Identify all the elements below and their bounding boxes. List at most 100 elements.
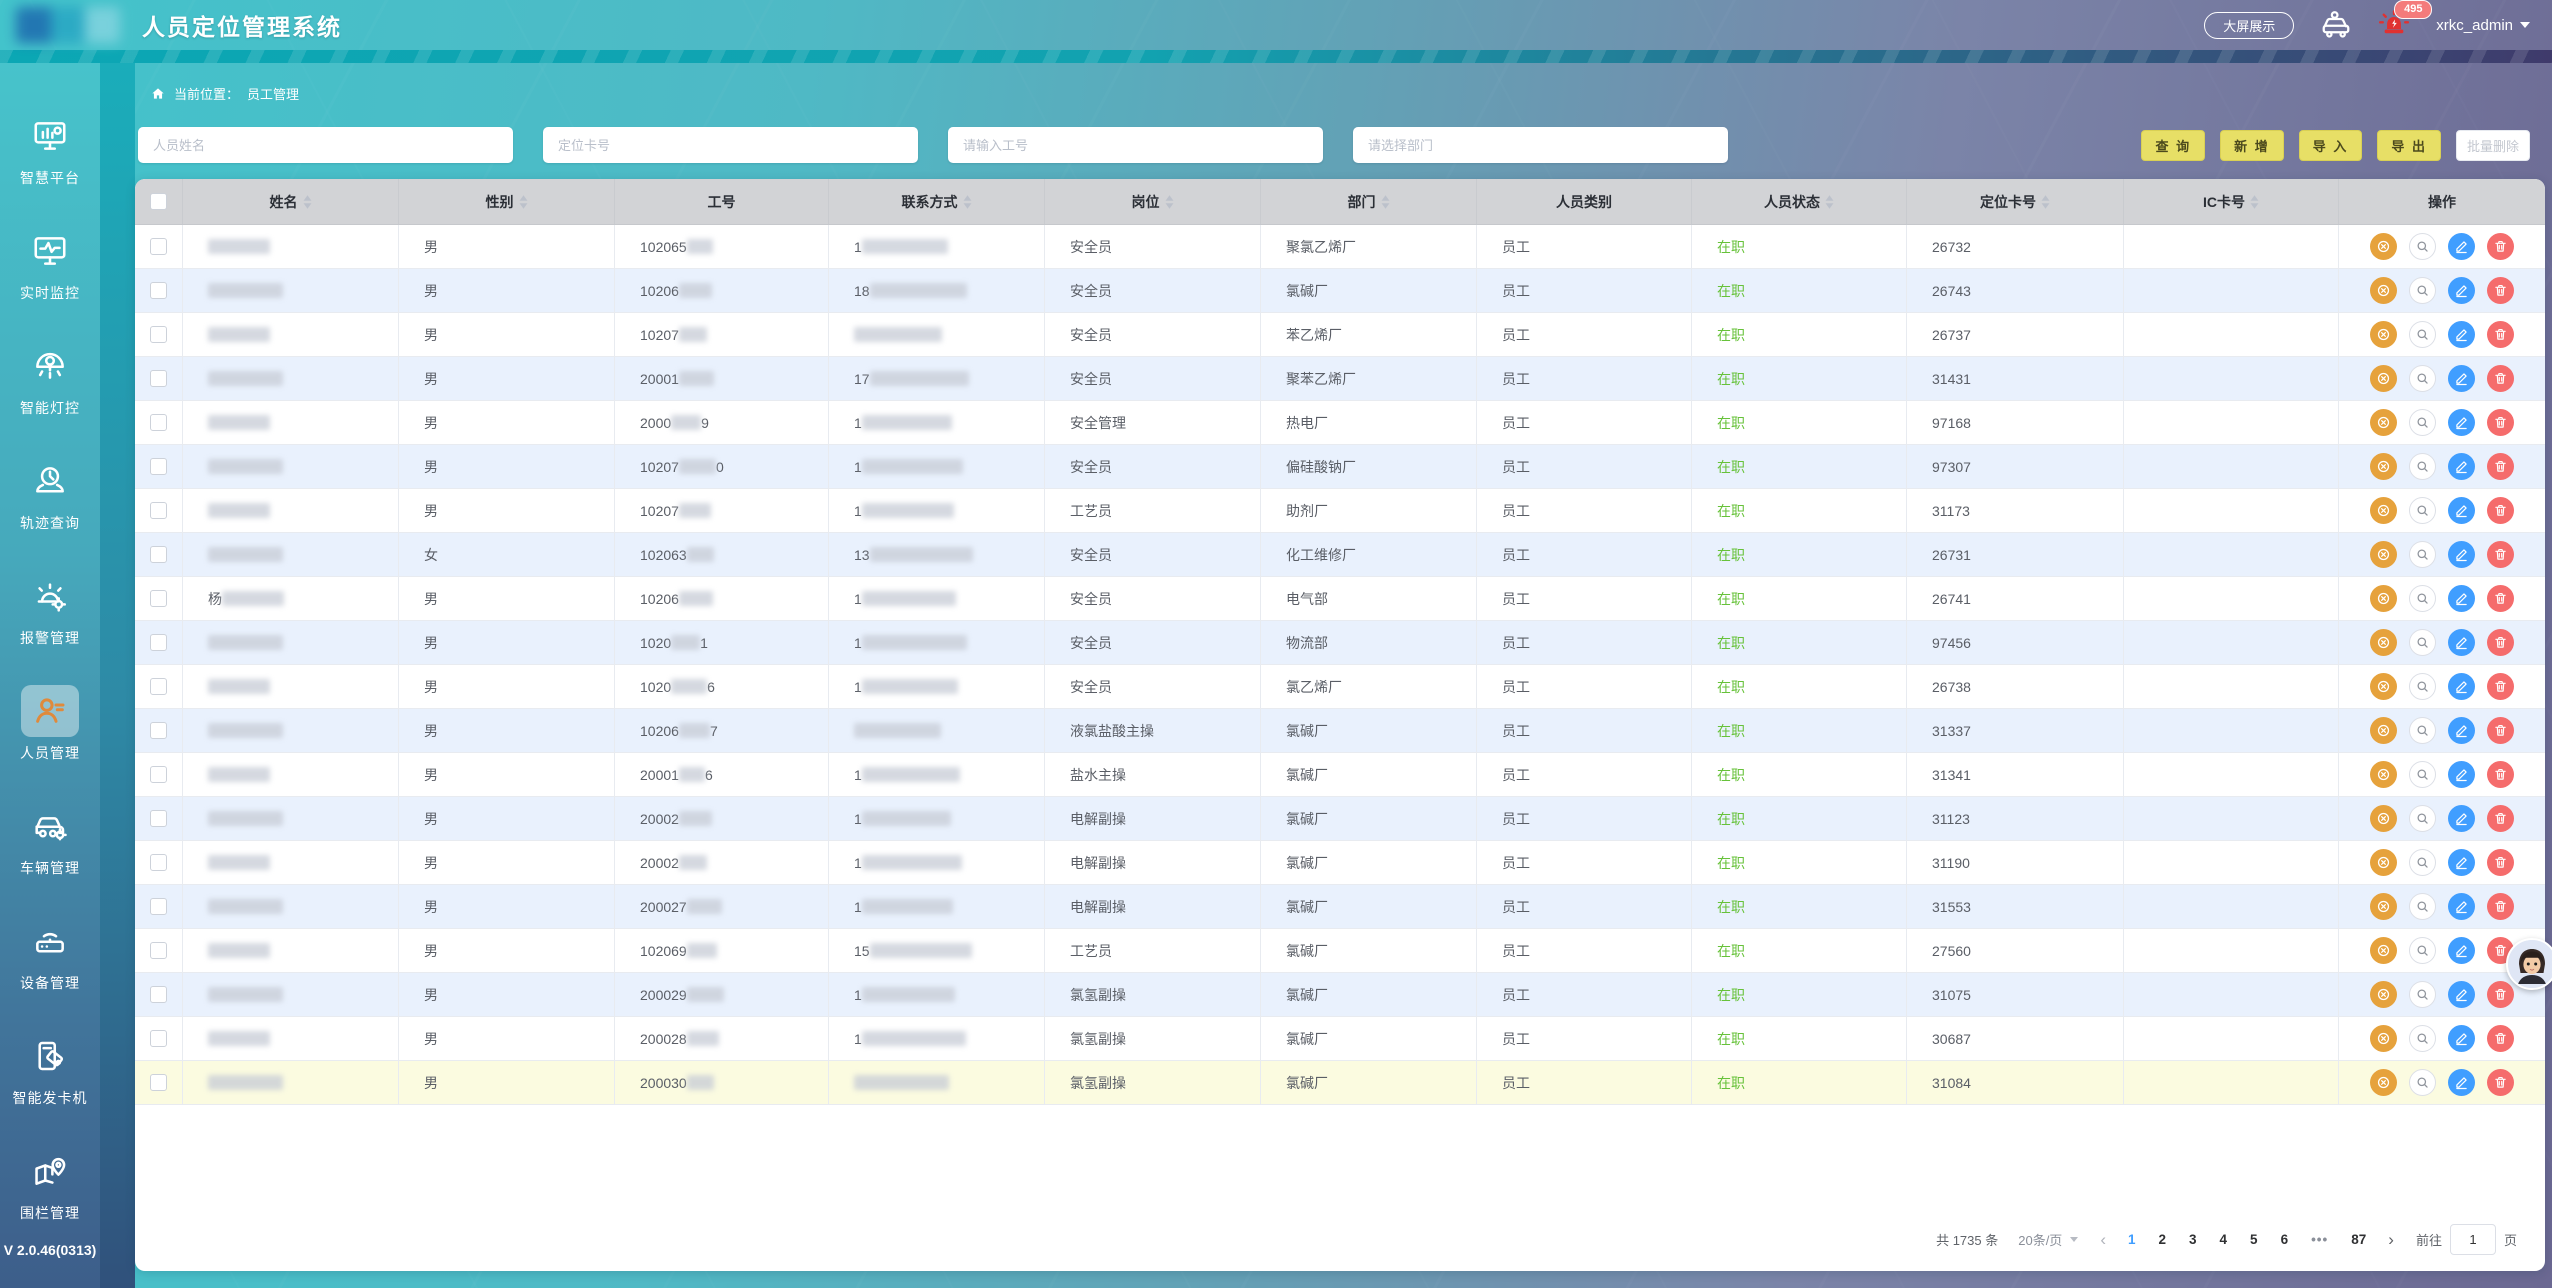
row-checkbox[interactable] [150, 722, 167, 739]
column-header[interactable]: 定位卡号 [1907, 179, 2124, 224]
disable-button[interactable] [2370, 981, 2397, 1008]
page-number[interactable]: 3 [2189, 1232, 2197, 1247]
edit-button[interactable] [2448, 805, 2475, 832]
goto-page-input[interactable] [2449, 1224, 2496, 1255]
view-button[interactable] [2409, 365, 2436, 392]
edit-button[interactable] [2448, 233, 2475, 260]
vehicle-monitor-icon[interactable] [2320, 9, 2352, 41]
delete-button[interactable] [2487, 321, 2514, 348]
edit-button[interactable] [2448, 629, 2475, 656]
sidebar-item-9[interactable]: 智能发卡机 [0, 1011, 100, 1126]
sort-carets-icon[interactable] [1381, 194, 1390, 209]
disable-button[interactable] [2370, 409, 2397, 436]
row-checkbox[interactable] [150, 766, 167, 783]
page-number[interactable]: 87 [2351, 1232, 2367, 1247]
column-header[interactable]: IC卡号 [2124, 179, 2339, 224]
person-name-input[interactable] [138, 127, 513, 163]
column-header[interactable]: 联系方式 [829, 179, 1045, 224]
page-number[interactable]: 4 [2219, 1232, 2228, 1247]
next-page-button[interactable]: › [2388, 1229, 2394, 1249]
edit-button[interactable] [2448, 409, 2475, 436]
row-checkbox[interactable] [150, 854, 167, 871]
delete-button[interactable] [2487, 761, 2514, 788]
alarm-notifications-icon[interactable]: 495 [2378, 0, 2433, 41]
user-menu[interactable]: xrkc_admin [2436, 17, 2530, 34]
batch-delete-button[interactable]: 批量删除 [2455, 129, 2530, 161]
disable-button[interactable] [2370, 453, 2397, 480]
disable-button[interactable] [2370, 1069, 2397, 1096]
row-checkbox[interactable] [150, 546, 167, 563]
view-button[interactable] [2409, 849, 2436, 876]
row-checkbox[interactable] [150, 1074, 167, 1091]
department-select[interactable] [1353, 127, 1728, 163]
page-size-select[interactable]: 20条/页 [2018, 1230, 2079, 1249]
delete-button[interactable] [2487, 1025, 2514, 1052]
disable-button[interactable] [2370, 673, 2397, 700]
disable-button[interactable] [2370, 629, 2397, 656]
column-header[interactable]: 岗位 [1045, 179, 1261, 224]
sidebar-item-5[interactable]: 报警管理 [0, 551, 100, 666]
sort-carets-icon[interactable] [2250, 194, 2259, 209]
row-checkbox[interactable] [150, 810, 167, 827]
sort-carets-icon[interactable] [963, 194, 972, 209]
disable-button[interactable] [2370, 277, 2397, 304]
view-button[interactable] [2409, 541, 2436, 568]
delete-button[interactable] [2487, 497, 2514, 524]
disable-button[interactable] [2370, 541, 2397, 568]
delete-button[interactable] [2487, 629, 2514, 656]
row-checkbox[interactable] [150, 414, 167, 431]
view-button[interactable] [2409, 1069, 2436, 1096]
edit-button[interactable] [2448, 497, 2475, 524]
delete-button[interactable] [2487, 717, 2514, 744]
row-checkbox[interactable] [150, 590, 167, 607]
disable-button[interactable] [2370, 849, 2397, 876]
edit-button[interactable] [2448, 849, 2475, 876]
edit-button[interactable] [2448, 321, 2475, 348]
column-header[interactable]: 姓名 [183, 179, 399, 224]
disable-button[interactable] [2370, 365, 2397, 392]
view-button[interactable] [2409, 893, 2436, 920]
delete-button[interactable] [2487, 585, 2514, 612]
view-button[interactable] [2409, 585, 2436, 612]
row-checkbox[interactable] [150, 898, 167, 915]
edit-button[interactable] [2448, 453, 2475, 480]
disable-button[interactable] [2370, 1025, 2397, 1052]
view-button[interactable] [2409, 629, 2436, 656]
position-card-input[interactable] [543, 127, 918, 163]
disable-button[interactable] [2370, 585, 2397, 612]
big-screen-button[interactable]: 大屏展示 [2204, 11, 2295, 39]
view-button[interactable] [2409, 1025, 2436, 1052]
view-button[interactable] [2409, 321, 2436, 348]
employee-id-input[interactable] [948, 127, 1323, 163]
delete-button[interactable] [2487, 277, 2514, 304]
disable-button[interactable] [2370, 497, 2397, 524]
import-button[interactable]: 导 入 [2298, 129, 2363, 161]
disable-button[interactable] [2370, 893, 2397, 920]
view-button[interactable] [2409, 453, 2436, 480]
delete-button[interactable] [2487, 981, 2514, 1008]
sort-carets-icon[interactable] [303, 194, 312, 209]
prev-page-button[interactable]: ‹ [2100, 1229, 2106, 1249]
disable-button[interactable] [2370, 761, 2397, 788]
edit-button[interactable] [2448, 893, 2475, 920]
row-checkbox[interactable] [150, 986, 167, 1003]
disable-button[interactable] [2370, 233, 2397, 260]
edit-button[interactable] [2448, 717, 2475, 744]
disable-button[interactable] [2370, 321, 2397, 348]
edit-button[interactable] [2448, 981, 2475, 1008]
sidebar-item-10[interactable]: 围栏管理 [0, 1126, 100, 1241]
view-button[interactable] [2409, 409, 2436, 436]
delete-button[interactable] [2487, 365, 2514, 392]
page-ellipsis[interactable]: ••• [2311, 1232, 2329, 1247]
view-button[interactable] [2409, 805, 2436, 832]
row-checkbox[interactable] [150, 326, 167, 343]
sort-carets-icon[interactable] [1165, 194, 1174, 209]
delete-button[interactable] [2487, 453, 2514, 480]
delete-button[interactable] [2487, 893, 2514, 920]
sort-carets-icon[interactable] [2041, 194, 2050, 209]
sidebar-item-1[interactable]: 智慧平台 [0, 91, 100, 206]
sort-carets-icon[interactable] [519, 194, 528, 209]
view-button[interactable] [2409, 717, 2436, 744]
row-checkbox[interactable] [150, 634, 167, 651]
add-button[interactable]: 新 增 [2220, 129, 2284, 161]
